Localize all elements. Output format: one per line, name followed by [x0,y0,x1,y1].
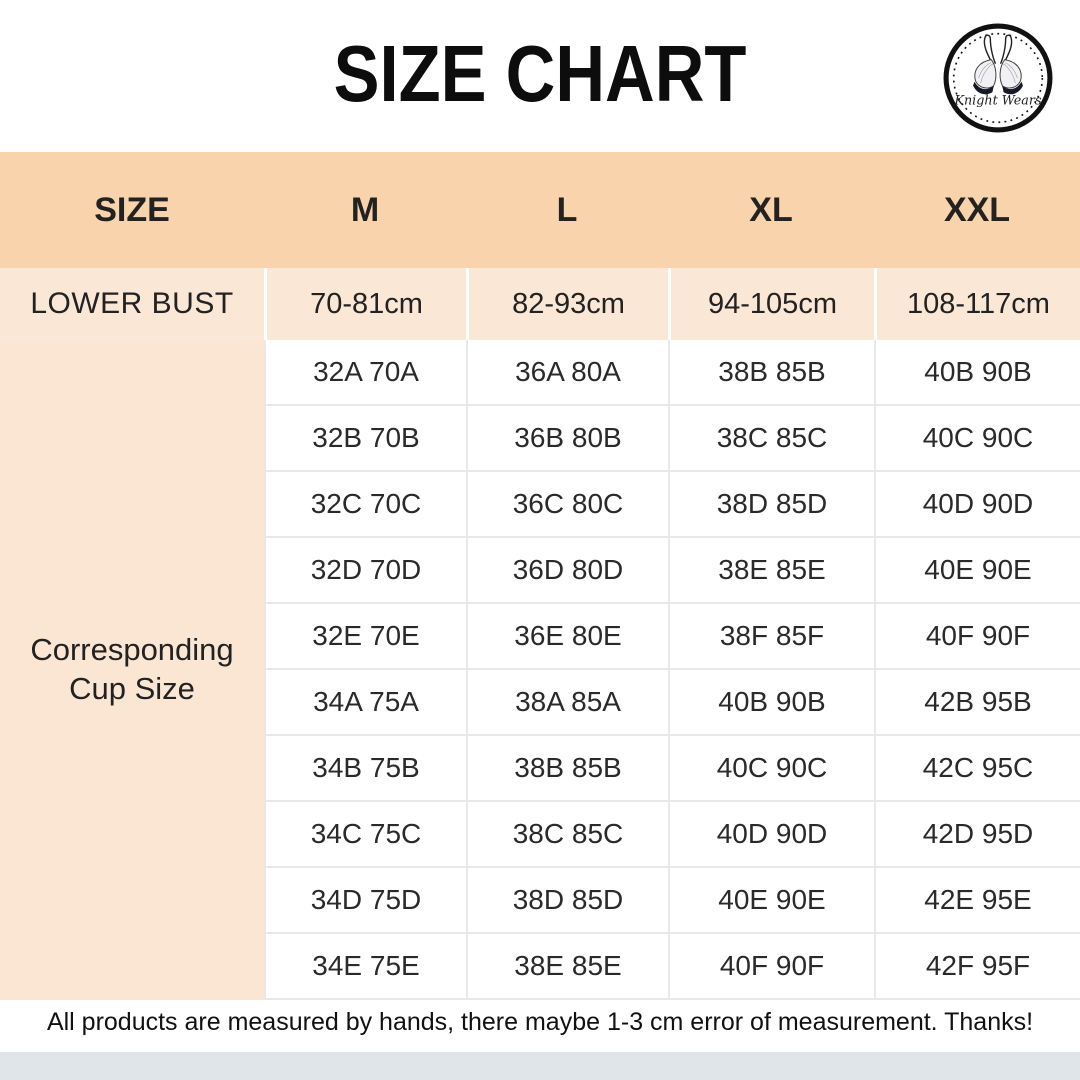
cup-size-cell: 34E 75E [264,934,466,1000]
cup-size-cell: 32C 70C [264,472,466,538]
cup-size-row-label: Corresponding Cup Size [0,340,264,1000]
footer-note: All products are measured by hands, ther… [46,1008,1034,1036]
cup-size-cell: 36C 80C [466,472,668,538]
cup-size-cell: 42C 95C [874,736,1080,802]
header-cell-m: M [264,152,466,268]
cup-size-cell: 36E 80E [466,604,668,670]
cup-size-cell: 38E 85E [668,538,874,604]
header-cell-xl: XL [668,152,874,268]
cup-size-cell: 40C 90C [668,736,874,802]
logo-outer-circle [943,23,1053,133]
cup-size-cell: 34B 75B [264,736,466,802]
lower-bust-value-l: 82-93cm [466,268,668,340]
cup-size-cell: 42D 95D [874,802,1080,868]
cup-size-cell: 40C 90C [874,406,1080,472]
cup-size-cell: 32E 70E [264,604,466,670]
lower-bust-value-xl: 94-105cm [668,268,874,340]
cup-size-cell: 38A 85A [466,670,668,736]
cup-size-cell: 32A 70A [264,340,466,406]
cup-size-cell: 36B 80B [466,406,668,472]
cup-size-cell: 40F 90F [668,934,874,1000]
cup-size-cell: 40B 90B [668,670,874,736]
header-cell-size: SIZE [0,152,264,268]
bottom-band [0,1052,1080,1080]
cup-size-cell: 38D 85D [668,472,874,538]
cup-size-cell: 32B 70B [264,406,466,472]
cup-size-cell: 42E 95E [874,868,1080,934]
cup-size-cell: 38C 85C [668,406,874,472]
title-wrap: SIZE CHART [0,34,1080,114]
header-cell-xxl: XXL [874,152,1080,268]
lower-bust-value-m: 70-81cm [264,268,466,340]
cup-size-cell: 40F 90F [874,604,1080,670]
logo-brand-text: Knight Wears [953,92,1041,107]
cup-size-cell: 40D 90D [668,802,874,868]
bra-icon [973,34,1023,95]
lower-bust-value-xxl: 108-117cm [874,268,1080,340]
cup-size-cell: 38F 85F [668,604,874,670]
cup-size-cell: 40D 90D [874,472,1080,538]
cup-size-cell: 38B 85B [668,340,874,406]
cup-size-cell: 38E 85E [466,934,668,1000]
brand-logo: Knight Wears [943,23,1053,133]
cup-size-cell: 42B 95B [874,670,1080,736]
page-title: SIZE CHART [333,29,747,118]
header-cell-l: L [466,152,668,268]
cup-size-cell: 36A 80A [466,340,668,406]
cup-size-cell: 36D 80D [466,538,668,604]
cup-size-cell: 42F 95F [874,934,1080,1000]
cup-size-cell: 32D 70D [264,538,466,604]
cup-size-cell: 38C 85C [466,802,668,868]
cup-size-cell: 34A 75A [264,670,466,736]
cup-size-cell: 40B 90B [874,340,1080,406]
cup-size-cell: 40E 90E [874,538,1080,604]
cup-size-cell: 38D 85D [466,868,668,934]
lower-bust-label: LOWER BUST [0,268,264,340]
cup-size-cell: 34C 75C [264,802,466,868]
cup-size-cell: 40E 90E [668,868,874,934]
cup-size-cell: 34D 75D [264,868,466,934]
size-table: SIZE M L XL XXL LOWER BUST 70-81cm 82-93… [0,152,1080,1000]
logo-dotted-circle [952,32,1044,124]
cup-size-cell: 38B 85B [466,736,668,802]
